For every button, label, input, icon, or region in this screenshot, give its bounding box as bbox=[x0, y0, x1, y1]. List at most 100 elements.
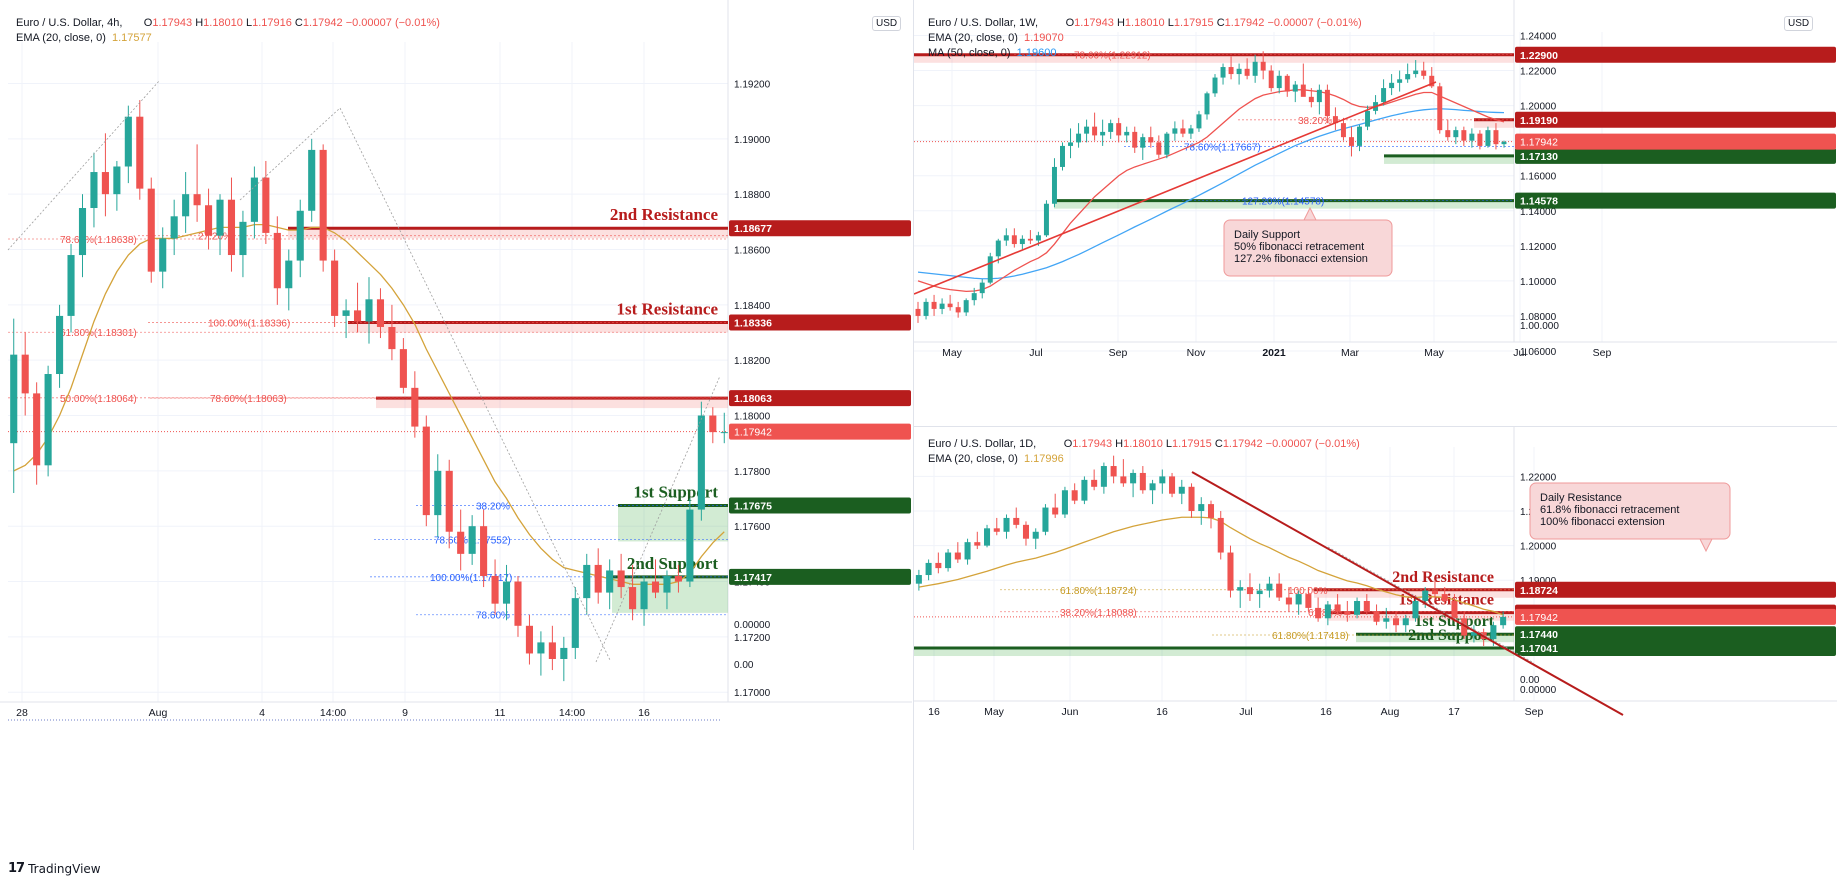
candle-body bbox=[964, 542, 971, 560]
candle-body bbox=[1348, 137, 1354, 146]
extra-axis-label: 0.00000 bbox=[734, 620, 771, 631]
current-price-tag-text: 1.17942 bbox=[1520, 137, 1558, 149]
level-price-tag bbox=[1515, 640, 1836, 657]
x-tick-label: 9 bbox=[402, 707, 408, 719]
candle-body bbox=[422, 426, 430, 516]
candle-body bbox=[1148, 137, 1154, 143]
y-tick-label: 1.06000 bbox=[1520, 347, 1557, 358]
level-price-tag-text: 1.18677 bbox=[734, 223, 772, 235]
candle-body bbox=[537, 642, 545, 654]
candle-body bbox=[1100, 466, 1107, 487]
candle-body bbox=[697, 415, 705, 510]
open-value: 1.17943 bbox=[1072, 438, 1113, 450]
level-price-tag-text: 1.17440 bbox=[1520, 629, 1558, 641]
candle-body bbox=[1354, 600, 1361, 615]
chart-panel-1w[interactable]: Euro / U.S. Dollar, 1W, O1.17943 H1.1801… bbox=[914, 0, 1837, 425]
candle-body bbox=[1236, 68, 1242, 75]
indicator-value: 1.17996 bbox=[1024, 453, 1064, 465]
level-zone bbox=[376, 398, 728, 409]
high-value: 1.18010 bbox=[1124, 17, 1165, 29]
chart-panel-4h[interactable]: Euro / U.S. Dollar, 4h, O1.17943 H1.1801… bbox=[0, 0, 912, 850]
symbol-title: Euro / U.S. Dollar, 4h, bbox=[16, 17, 123, 29]
candle-body bbox=[1383, 618, 1390, 622]
callout-pointer bbox=[1303, 206, 1317, 221]
candle-body bbox=[1268, 70, 1274, 89]
low-value: 1.17915 bbox=[1173, 17, 1214, 29]
callout-text: 100% fibonacci extension bbox=[1540, 516, 1665, 528]
candle-body bbox=[216, 199, 224, 236]
candle-body bbox=[1120, 476, 1127, 484]
fib-label: 78.60%(1.17667) bbox=[1184, 142, 1261, 153]
candle-body bbox=[296, 210, 304, 261]
candle-body bbox=[939, 303, 945, 309]
candle-body bbox=[1392, 618, 1400, 626]
candle-body bbox=[640, 581, 648, 610]
candle-body bbox=[1156, 142, 1162, 155]
y-tick-label: 1.18200 bbox=[734, 356, 771, 367]
open-value: 1.17943 bbox=[152, 17, 193, 29]
candle-body bbox=[651, 581, 660, 593]
level-zone bbox=[288, 228, 728, 239]
chart-canvas-4h[interactable]: 1.19200 1.19000 1.18800 1.18600 1.18400 1.182… bbox=[0, 0, 912, 850]
candle-body bbox=[1220, 67, 1226, 78]
symbol-title: Euro / U.S. Dollar, 1W, bbox=[928, 17, 1039, 29]
currency-badge[interactable]: USD bbox=[1784, 16, 1814, 31]
candle-body bbox=[1068, 142, 1074, 146]
chart-canvas-1d[interactable]: 1.220001.210001.200001.1900016MayJun16Ju… bbox=[914, 427, 1837, 850]
candle-body bbox=[1252, 61, 1258, 76]
chart-panel-1d[interactable]: Euro / U.S. Dollar, 1D, O1.17943 H1.1801… bbox=[914, 427, 1837, 850]
candle-body bbox=[1445, 130, 1451, 138]
x-tick-label: 16 bbox=[1156, 706, 1168, 718]
candle-body bbox=[971, 293, 977, 301]
ema-line bbox=[917, 89, 1505, 293]
level-label: 1st Support bbox=[633, 482, 718, 501]
x-tick-label: Sep bbox=[1593, 347, 1612, 359]
open-label: O bbox=[1065, 17, 1075, 29]
chart-canvas-1w[interactable]: 1.240001.220001.200001.180001.160001.140… bbox=[914, 0, 1837, 425]
indicator-label: EMA (20, close, 0) bbox=[16, 32, 106, 44]
candle-body bbox=[1027, 238, 1033, 241]
panel-divider-horizontal bbox=[914, 426, 1837, 427]
current-price-tag bbox=[1515, 608, 1836, 625]
x-tick-label: Nov bbox=[1187, 347, 1206, 359]
candle-body bbox=[1470, 632, 1477, 636]
candle-body bbox=[1332, 116, 1338, 124]
candle-body bbox=[90, 172, 98, 209]
high-value: 1.18010 bbox=[1123, 438, 1163, 450]
level-label: 2nd Resistance bbox=[610, 205, 719, 224]
candle-body bbox=[617, 570, 625, 588]
candle-body bbox=[1246, 587, 1253, 595]
candle-body bbox=[308, 149, 316, 211]
change-value: −0.00007 (−0.01%) bbox=[1267, 17, 1362, 29]
x-tick-label: Mar bbox=[1341, 347, 1360, 359]
candle-body bbox=[182, 194, 190, 217]
x-tick-label: Jun bbox=[1062, 706, 1079, 718]
open-label: O bbox=[1063, 438, 1073, 450]
tradingview-logo[interactable]: 17 TradingView bbox=[8, 861, 101, 876]
candle-body bbox=[1461, 618, 1468, 636]
y-tick-label: 1.17600 bbox=[734, 522, 771, 533]
candle-body bbox=[1204, 93, 1210, 115]
candle-body bbox=[1315, 607, 1322, 619]
open-value: 1.17943 bbox=[1074, 17, 1114, 29]
level-zone bbox=[914, 54, 1514, 63]
candle-body bbox=[1180, 128, 1186, 134]
candle-body bbox=[1061, 490, 1068, 515]
candle-body bbox=[954, 552, 961, 560]
candle-body bbox=[606, 570, 614, 593]
trendline bbox=[1191, 471, 1624, 716]
candle-body bbox=[995, 240, 1001, 257]
x-tick-label: May bbox=[942, 347, 963, 359]
panel-divider-vertical bbox=[913, 0, 914, 850]
candle-body bbox=[44, 374, 52, 466]
fib-label: 127.20%(1.14578) bbox=[1242, 197, 1324, 208]
indicator-label: EMA (20, close, 0) bbox=[928, 32, 1018, 44]
level-price-tag-text: 1.17417 bbox=[734, 572, 772, 584]
candle-body bbox=[1091, 479, 1098, 487]
x-tick-label: 16 bbox=[1320, 706, 1332, 718]
candle-body bbox=[285, 260, 293, 289]
currency-badge[interactable]: USD bbox=[872, 16, 902, 31]
low-value: 1.17915 bbox=[1172, 438, 1212, 450]
fib-label: 61.80%(1.17418) bbox=[1272, 631, 1349, 642]
candle-body bbox=[915, 308, 921, 316]
